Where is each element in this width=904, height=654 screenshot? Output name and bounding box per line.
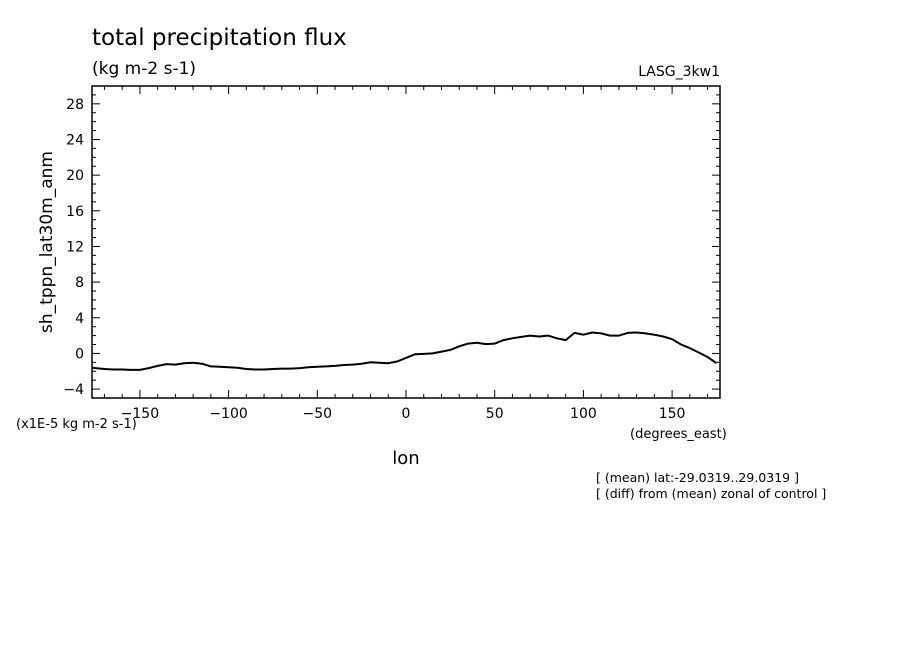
y-tick-label: 4: [75, 311, 84, 327]
y-tick-label: −4: [63, 382, 84, 398]
y-axis-tick-labels: −4 0 4 8 12 16 20 24 28: [63, 97, 84, 398]
plot-frame: [91, 85, 721, 399]
x-axis-label: lon: [392, 448, 419, 469]
y-tick-label: 20: [66, 168, 84, 184]
y-tick-label: 8: [75, 275, 84, 291]
x-axis-tick-labels: −150 −100 −50 0 50 100 150: [121, 406, 686, 422]
run-label: LASG_3kw1: [638, 64, 720, 80]
x-axis-unit: (degrees_east): [630, 427, 727, 442]
y-tick-label: 16: [66, 204, 84, 220]
note-mean-lat: [ (mean) lat:-29.0319..29.0319 ]: [596, 470, 799, 485]
y-tick-label: 28: [66, 97, 84, 113]
y-axis-label: sh_tppn_lat30m_anm: [37, 151, 57, 333]
note-diff-control: [ (diff) from (mean) zonal of control ]: [596, 486, 826, 501]
x-axis-ticks: [103, 86, 709, 398]
x-tick-label: −50: [303, 406, 333, 422]
y-tick-label: 0: [75, 346, 84, 362]
x-tick-label: −150: [121, 406, 159, 422]
chart-subtitle: (kg m-2 s-1): [92, 59, 196, 79]
x-tick-label: −100: [209, 406, 247, 422]
y-tick-label: 24: [66, 132, 84, 148]
chart-title: total precipitation flux: [92, 25, 347, 51]
x-tick-label: 150: [659, 406, 686, 422]
y-axis-unit: (x1E-5 kg m-2 s-1): [16, 417, 137, 432]
x-tick-label: 50: [486, 406, 504, 422]
x-tick-label: 0: [402, 406, 411, 422]
y-tick-label: 12: [66, 239, 84, 255]
x-tick-label: 100: [570, 406, 597, 422]
series-line: [91, 331, 718, 371]
y-axis-ticks: [92, 85, 720, 399]
